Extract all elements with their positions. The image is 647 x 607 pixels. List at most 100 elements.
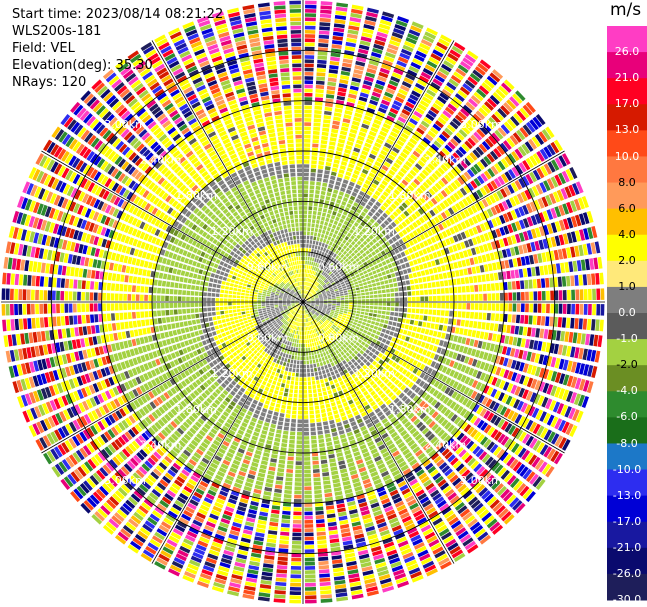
range-gate <box>281 365 286 371</box>
range-gate <box>390 273 396 278</box>
range-gate <box>520 338 526 348</box>
range-gate <box>309 355 312 360</box>
range-gate <box>419 233 426 241</box>
range-gate <box>543 265 549 275</box>
range-gate <box>332 163 339 169</box>
range-gate <box>366 280 372 285</box>
range-gate <box>329 288 334 292</box>
range-gate <box>303 197 308 202</box>
range-gate <box>529 201 537 212</box>
range-gate <box>310 288 314 293</box>
range-gate <box>319 280 324 285</box>
range-gate <box>279 412 285 418</box>
range-gate <box>388 231 394 238</box>
range-gate <box>308 278 311 283</box>
range-gate <box>304 76 314 80</box>
range-gate <box>283 498 292 503</box>
range-gate <box>317 47 328 52</box>
range-gate <box>279 351 284 357</box>
range-gate <box>333 220 339 226</box>
range-gate <box>303 164 310 168</box>
range-gate <box>412 166 420 174</box>
range-gate <box>458 303 462 310</box>
range-gate <box>317 353 321 359</box>
range-gate <box>312 130 320 136</box>
range-gate <box>526 267 532 277</box>
range-gate <box>307 260 310 265</box>
range-gate <box>342 179 349 185</box>
range-gate <box>348 244 353 249</box>
range-gate <box>351 324 356 329</box>
range-gate <box>273 358 278 363</box>
range-gate <box>266 474 275 480</box>
range-gate <box>433 156 441 165</box>
range-gate <box>363 285 368 289</box>
range-gate <box>324 377 329 383</box>
range-gate <box>303 176 309 181</box>
range-gate <box>459 269 464 276</box>
range-gate <box>309 185 315 190</box>
range-gate <box>401 236 408 243</box>
range-gate <box>507 153 517 164</box>
range-gate <box>292 528 302 533</box>
range-gate <box>391 243 397 249</box>
range-gate <box>285 353 289 359</box>
range-gate <box>334 185 340 191</box>
range-gate <box>313 266 317 271</box>
range-gate <box>341 157 349 163</box>
range-gate <box>483 221 490 231</box>
range-gate <box>367 284 373 288</box>
range-gate <box>371 91 382 98</box>
range-gate <box>436 309 441 316</box>
range-gate <box>321 270 325 275</box>
range-gate <box>389 107 399 115</box>
range-gate <box>467 76 478 86</box>
range-gate <box>332 120 340 126</box>
range-gate <box>293 498 302 503</box>
range-gate <box>410 153 418 162</box>
range-gate <box>367 316 373 320</box>
range-gate <box>499 188 508 198</box>
range-gate <box>327 284 332 288</box>
range-gate <box>516 292 521 301</box>
range-gate <box>257 401 264 407</box>
range-gate <box>412 272 418 278</box>
range-gate <box>317 278 321 283</box>
range-gate <box>551 159 560 171</box>
range-gate <box>335 373 341 378</box>
range-gate <box>464 219 471 228</box>
range-gate <box>266 478 274 484</box>
range-gate <box>365 309 370 312</box>
range-gate <box>536 150 545 162</box>
range-gate <box>320 590 332 595</box>
range-gate <box>313 481 321 486</box>
range-gate <box>303 269 305 273</box>
range-gate <box>305 248 309 252</box>
range-gate <box>340 248 345 253</box>
range-gate <box>322 247 327 253</box>
range-gate <box>316 63 327 69</box>
range-gate <box>338 408 345 413</box>
range-gate <box>466 303 471 310</box>
range-gate <box>293 343 297 347</box>
range-gate <box>529 291 534 301</box>
range-gate <box>332 298 336 301</box>
range-gate <box>334 14 347 20</box>
range-gate <box>326 270 331 274</box>
range-gate <box>399 302 404 307</box>
range-gate <box>363 261 368 266</box>
range-gate <box>424 343 430 350</box>
range-gate <box>328 415 334 421</box>
range-gate <box>354 143 362 149</box>
range-gate <box>402 44 414 53</box>
range-gate <box>307 269 310 274</box>
range-gate <box>387 224 394 231</box>
range-gate <box>423 283 428 289</box>
range-gate <box>558 290 563 301</box>
range-gate <box>389 39 401 47</box>
range-gate <box>494 110 504 121</box>
range-gate <box>327 81 337 87</box>
range-gate <box>357 52 368 59</box>
range-gate <box>342 359 347 365</box>
range-gate <box>424 309 429 315</box>
